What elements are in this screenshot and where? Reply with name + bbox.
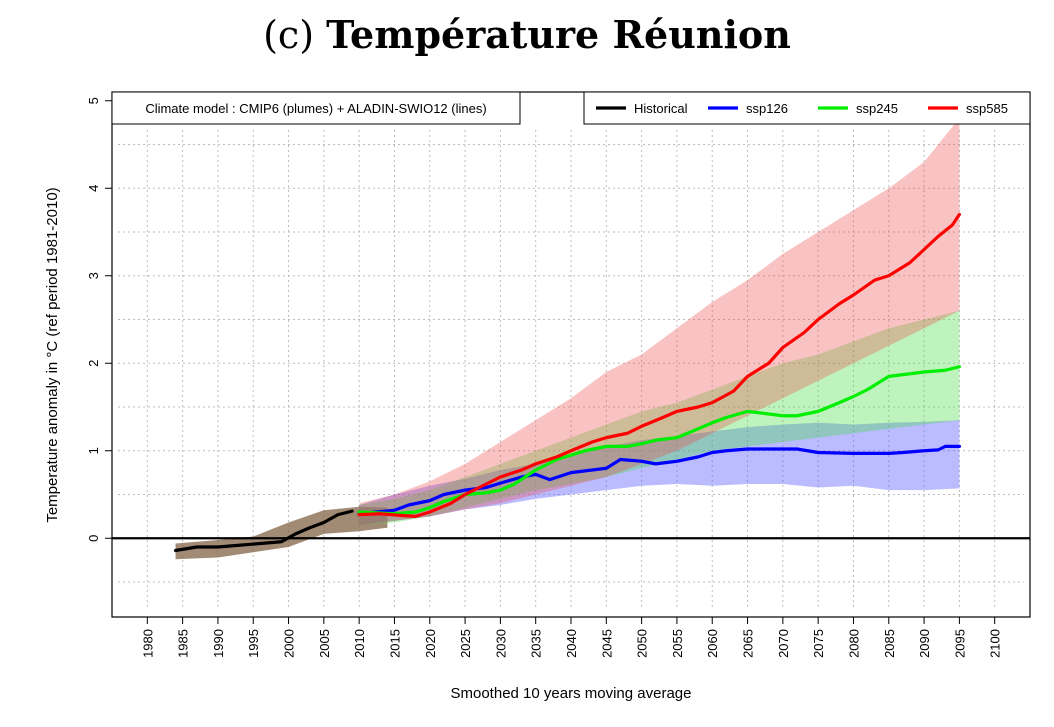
x-tick-label: 2065 [741, 629, 756, 658]
x-tick-label: 1990 [211, 629, 226, 658]
series-line-ssp126 [357, 444, 961, 516]
y-axis-ticks: 0 1 2 3 4 5 [86, 97, 112, 542]
chart-title: (c) Température Réunion [0, 12, 1054, 57]
legend-label-ssp585: ssp585 [966, 101, 1008, 116]
x-axis-ticks: 1980 1985 1990 1995 2000 2005 2010 2015 2020 2025… [140, 617, 1003, 658]
x-tick-label: 2000 [282, 629, 297, 658]
series-line-ssp585 [357, 212, 961, 518]
uncertainty-plumes [175, 118, 960, 560]
legend-label-historical: Historical [634, 101, 688, 116]
plume-ssp585 [359, 118, 960, 526]
x-tick-label: 2060 [705, 629, 720, 658]
annotation-box [111, 91, 521, 125]
x-tick-label: 2040 [564, 629, 579, 658]
y-tick-label: 2 [86, 360, 101, 367]
legend: Historical ssp126 ssp245 ssp585 [596, 101, 1008, 116]
x-tick-label: 2020 [423, 629, 438, 658]
x-tick-label: 2095 [952, 629, 967, 658]
x-tick-label: 2090 [917, 629, 932, 658]
x-tick-label: 2100 [988, 629, 1003, 658]
y-tick-label: 4 [86, 185, 101, 192]
x-tick-label: 2085 [882, 629, 897, 658]
y-axis-label: Temperature anomaly in °C (ref period 19… [44, 187, 61, 522]
legend-label-ssp245: ssp245 [856, 101, 898, 116]
chart-panel-letter: (c) [263, 13, 315, 57]
x-tick-label: 2080 [846, 629, 861, 658]
y-tick-label: 5 [86, 97, 101, 104]
y-tick-label: 1 [86, 447, 101, 454]
annotation-text: Climate model : CMIP6 (plumes) + ALADIN-… [145, 101, 486, 116]
series-line-ssp245 [357, 365, 961, 516]
plume-historical [175, 506, 388, 560]
x-tick-label: 2075 [811, 629, 826, 658]
x-tick-label: 2015 [387, 629, 402, 658]
plume-ssp126 [359, 420, 960, 526]
series-lines [173, 212, 961, 553]
x-tick-label: 2010 [352, 629, 367, 658]
x-tick-label: 2005 [317, 629, 332, 658]
y-tick-label: 3 [86, 272, 101, 279]
x-tick-label: 1985 [176, 629, 191, 658]
x-tick-label: 1995 [246, 629, 261, 658]
legend-label-ssp126: ssp126 [746, 101, 788, 116]
x-tick-label: 2050 [635, 629, 650, 658]
x-tick-label: 2030 [493, 629, 508, 658]
series-line-historical [173, 509, 354, 553]
x-tick-label: 2055 [670, 629, 685, 658]
x-tick-label: 2070 [776, 629, 791, 658]
x-tick-label: 2035 [529, 629, 544, 658]
x-tick-label: 2025 [458, 629, 473, 658]
y-tick-label: 0 [86, 535, 101, 542]
x-tick-label: 2045 [599, 629, 614, 658]
grid-lines [118, 130, 1024, 610]
chart-title-text: Température Réunion [326, 12, 791, 57]
x-axis-label: Smoothed 10 years moving average [451, 685, 692, 702]
x-tick-label: 1980 [140, 629, 155, 658]
